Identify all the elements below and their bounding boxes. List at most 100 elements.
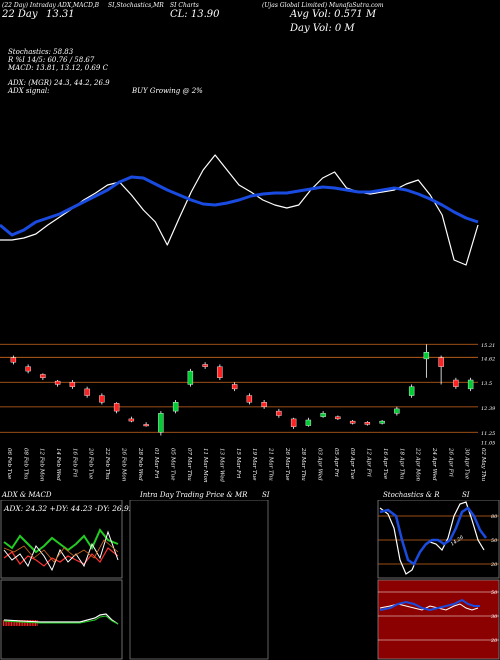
candle-body xyxy=(320,413,326,417)
stoch-title: Stochastics: 58.83 xyxy=(8,48,74,56)
price-line xyxy=(0,154,479,266)
stoch-k-line xyxy=(379,501,485,575)
mrsi-line xyxy=(379,598,480,612)
x-date-label: 16 Apr Tue xyxy=(382,448,388,480)
candle-body xyxy=(202,364,208,367)
candle-body xyxy=(379,420,385,424)
candle-body xyxy=(364,422,371,425)
x-date-label: 24 Apr Wed xyxy=(431,447,437,481)
day-vol: Day Vol: 0 M xyxy=(290,23,355,34)
price-axis-label: 12.39 xyxy=(481,406,496,412)
candle-body xyxy=(394,408,400,414)
macd-histogram-bar xyxy=(4,620,6,626)
macd-histogram-bar xyxy=(22,620,24,626)
candle-body xyxy=(172,402,179,412)
main-chart: 15.21 14.62 13.5 12.39 11.25 11.05 06 Feb Tue 0… xyxy=(0,154,496,483)
x-date-label: 05 Mar Tue xyxy=(169,448,175,481)
x-date-label: 14 Feb Wed xyxy=(55,448,61,481)
x-date-label: 28 Feb Wed xyxy=(137,447,143,481)
day-label: 22 Day xyxy=(2,9,38,20)
macd-histogram-bar xyxy=(15,620,17,626)
macd-line xyxy=(3,613,119,625)
x-date-label: 16 Feb Fri xyxy=(71,448,77,477)
macd-histogram-bar xyxy=(23,620,25,626)
price-axis-label: 15.21 xyxy=(481,343,495,349)
rsi-panel-frame xyxy=(377,579,500,660)
macd-histogram-bar xyxy=(9,620,11,626)
candle-body xyxy=(335,416,341,420)
x-date-label: 01 Mar Fri xyxy=(153,448,159,478)
candle-body xyxy=(25,366,31,372)
stoch-panel-si: SI xyxy=(462,491,470,499)
macd-line: MACD: 13.81, 13.12, 0.69 C xyxy=(8,64,108,72)
x-date-label: 18 Apr Thu xyxy=(398,448,404,480)
candle-body xyxy=(113,403,120,412)
candle-body xyxy=(158,413,164,433)
x-date-label: 28 Mar Thu xyxy=(300,447,306,481)
adx-smooth-line xyxy=(3,539,119,563)
candle-body xyxy=(187,370,194,385)
candle-body xyxy=(276,410,282,416)
x-date-label: 12 Feb Mon xyxy=(39,448,45,482)
x-date-label: 06 Feb Tue xyxy=(6,448,12,480)
macd-histogram-bar xyxy=(14,620,16,626)
x-date-label: 09 Apr Tue xyxy=(349,448,355,480)
intraday-panel-frame xyxy=(129,500,269,660)
stoch-axis-label: 50 xyxy=(491,538,498,544)
macd-histogram-bar xyxy=(3,620,4,626)
candle-body xyxy=(453,379,459,387)
candle-body xyxy=(10,357,17,363)
candle-body xyxy=(408,386,415,396)
x-date-label: 30 Apr Tue xyxy=(464,448,470,480)
candle-body xyxy=(99,395,105,403)
macd-histogram-bar xyxy=(7,620,9,626)
adx-signal-label: ADX signal: xyxy=(8,87,50,95)
adx-signal-value: BUY Growing @ 2% xyxy=(132,87,203,95)
macd-panel-frame xyxy=(0,579,123,660)
candle-body xyxy=(84,388,90,396)
candle-body xyxy=(467,379,474,390)
candle-body xyxy=(128,418,135,422)
x-date-label: 02 May Thu xyxy=(480,448,486,482)
adx-line: ADX: (MGR) 24.3, 44.2, 26.9 xyxy=(8,79,110,87)
stoch-line: R %I 14/5: 60.76 / 58.67 xyxy=(8,56,95,64)
price-axis-label: 11.25 xyxy=(481,431,495,437)
rsi-axis-label: 50 xyxy=(491,590,498,596)
adx-panel-frame xyxy=(0,500,123,579)
x-date-label: 12 Apr Fri xyxy=(366,448,372,477)
intraday-panel-title: Intra Day Trading Price & MR xyxy=(140,491,248,499)
adx-readout: ADX: 24.32 +DY: 44.23 -DY: 26.92 xyxy=(3,504,134,513)
ma-line xyxy=(0,175,479,237)
candle-body xyxy=(305,419,312,426)
rsi-axis-label: 20 xyxy=(490,638,498,644)
candle-body xyxy=(438,357,444,367)
candle-body xyxy=(69,382,76,387)
x-date-label: 05 Apr Fri xyxy=(333,448,339,477)
indicator-panels: ADX: 24.32 +DY: 44.23 -DY: 26.9280502014… xyxy=(0,500,500,660)
header-line1-mid2: SI Charts xyxy=(170,2,199,9)
x-date-label: 11 Mar Mon xyxy=(202,448,208,483)
macd-histogram-bar xyxy=(17,620,19,626)
macd-histogram-bar xyxy=(25,620,27,626)
stoch-panel-title: Stochastics & R xyxy=(383,491,440,499)
candle-body xyxy=(231,384,238,390)
candle-body xyxy=(290,418,297,427)
close-label: CL: 13.90 xyxy=(170,9,220,20)
macd-histogram-bar xyxy=(19,620,20,626)
minus-di-line xyxy=(3,547,119,567)
stoch-axis-label: 80 xyxy=(491,514,498,520)
adx-line xyxy=(3,530,119,572)
x-date-label: 08 Feb Thu xyxy=(22,448,28,480)
x-date-label: 22 Apr Mon xyxy=(415,447,421,482)
candle-body xyxy=(349,420,356,424)
price-axis-label: 14.62 xyxy=(481,356,495,362)
stoch-axis-label: 20 xyxy=(490,562,498,568)
x-date-label: 26 Mar Tue xyxy=(284,447,290,481)
x-date-label: 03 Apr Wed xyxy=(317,448,323,481)
intraday-panel-si: SI xyxy=(262,491,270,499)
candle-body xyxy=(246,395,253,403)
x-date-label: 26 Feb Mon xyxy=(120,447,126,482)
x-date-label: 19 Mar Tue xyxy=(251,448,257,481)
macd-histogram-bar xyxy=(27,620,28,626)
